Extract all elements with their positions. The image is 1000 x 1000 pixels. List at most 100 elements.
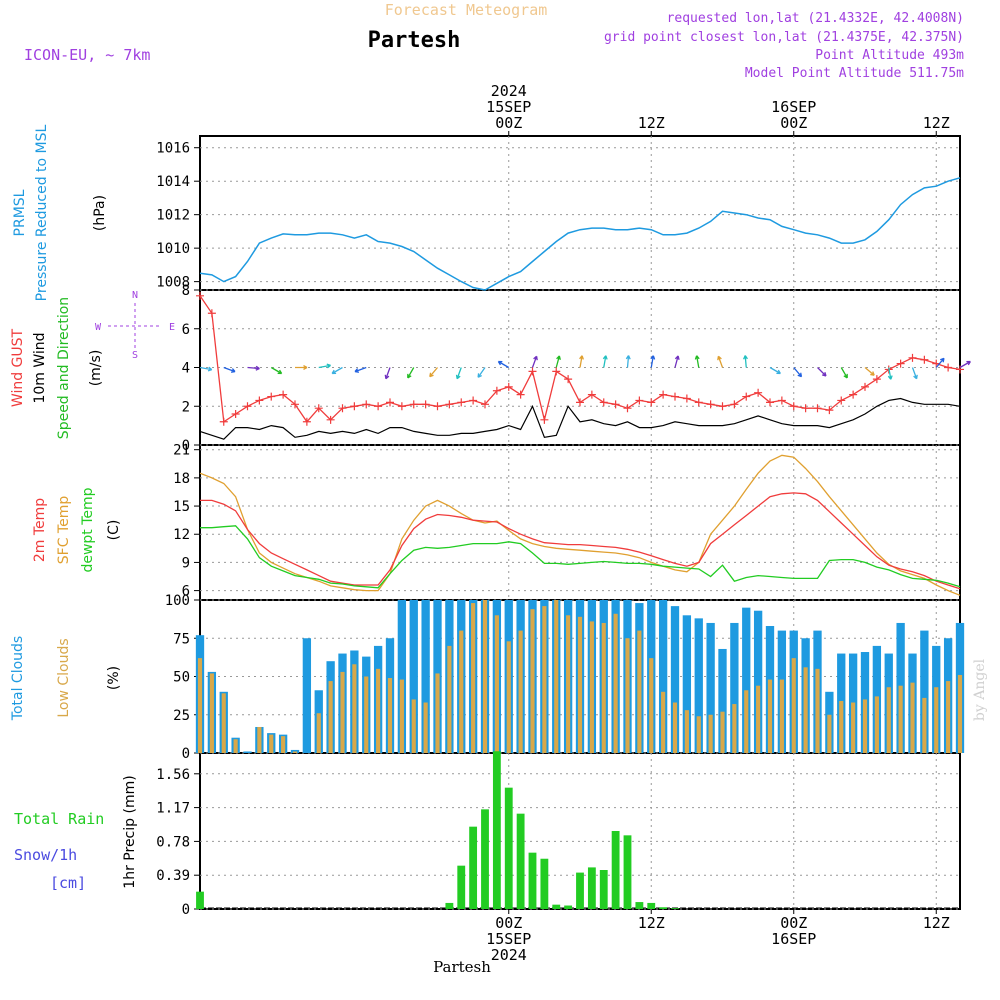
wind-gust-point bbox=[671, 392, 679, 401]
low-cloud-bar bbox=[257, 726, 262, 753]
wind-gust-point bbox=[528, 367, 537, 376]
top-time-label: 12Z bbox=[923, 114, 950, 132]
precip-unit-label: 1hr Precip (mm) bbox=[122, 775, 138, 888]
wind-gust-point bbox=[421, 400, 430, 409]
low-cloud-bar bbox=[328, 681, 333, 753]
low-cloud-bar bbox=[803, 667, 808, 753]
wind-gust-label: Wind GUST bbox=[10, 328, 26, 407]
requested-coordinates: requested lon,lat (21.4332E, 42.4008N) bbox=[667, 11, 964, 26]
compass-rose: N S W E bbox=[95, 290, 175, 361]
wind-gust-point bbox=[362, 400, 371, 409]
pressure-msl-label: Pressure Reduced to MSL bbox=[34, 124, 50, 301]
top-time-label: 00Z bbox=[495, 114, 522, 132]
low-cloud-bar bbox=[672, 702, 678, 753]
bottom-time-label: 12Z bbox=[923, 914, 950, 932]
low-cloud-bar bbox=[898, 685, 903, 753]
wind-gust-point bbox=[611, 400, 620, 409]
precip-ytick-label: 1.56 bbox=[156, 767, 190, 783]
wind-gust-point bbox=[837, 396, 846, 405]
wind-gust-point bbox=[397, 402, 406, 411]
prmsl-label: PRMSL bbox=[12, 189, 28, 236]
wind-ytick-label: 8 bbox=[182, 283, 190, 299]
rain-bar bbox=[623, 835, 632, 909]
wind-direction-arrow bbox=[717, 355, 724, 368]
low-cloud-bar bbox=[922, 697, 927, 753]
compass-w: W bbox=[95, 322, 102, 333]
low-cloud-bar bbox=[696, 716, 701, 753]
temp-2m-label: 2m Temp bbox=[32, 498, 48, 562]
low-cloud-bar bbox=[566, 615, 571, 753]
wind-gust-point bbox=[813, 404, 822, 413]
bottom-time-label: 16SEP bbox=[771, 930, 816, 948]
pressure-series bbox=[199, 177, 961, 291]
pressure-panel bbox=[199, 135, 961, 291]
bottom-time-label: 00Z bbox=[780, 914, 807, 932]
low-cloud-bar bbox=[684, 710, 689, 753]
wind-direction-arrow bbox=[247, 365, 260, 371]
wind-gust-point bbox=[492, 386, 501, 395]
top-time-label: 2024 bbox=[491, 82, 527, 100]
rain-bar bbox=[635, 902, 644, 909]
temp-ytick-label: 6 bbox=[182, 584, 190, 600]
temp-unit-label: (C) bbox=[106, 520, 122, 541]
wind-gust-point bbox=[196, 291, 204, 300]
wind-gust-point bbox=[766, 398, 774, 407]
bottom-time-label: 2024 bbox=[491, 946, 527, 964]
sfc-temp-line bbox=[199, 454, 961, 596]
pressure-ytick-label: 1008 bbox=[156, 275, 190, 291]
bottom-time-label: 12Z bbox=[638, 914, 665, 932]
low-cloud-bar bbox=[482, 600, 488, 753]
wind-gust-point bbox=[457, 398, 466, 407]
low-cloud-bar bbox=[946, 681, 951, 753]
top-time-label: 12Z bbox=[638, 114, 665, 132]
wind-gust-point bbox=[908, 353, 917, 362]
wind-gust-point bbox=[314, 404, 323, 413]
low-cloud-bar bbox=[459, 630, 464, 753]
low-cloud-bar bbox=[447, 645, 452, 753]
rain-bar bbox=[196, 891, 204, 909]
wind-gust-point bbox=[552, 367, 561, 376]
wind-gust-point bbox=[409, 400, 418, 409]
low-cloud-bar bbox=[910, 682, 915, 753]
rain-bar bbox=[504, 787, 513, 909]
snow-label: Snow/1h bbox=[14, 846, 77, 864]
wind-gust-point bbox=[754, 388, 763, 397]
grid-lines bbox=[194, 136, 960, 910]
total-clouds-label: Total Clouds bbox=[10, 636, 26, 721]
wind-gust-point bbox=[516, 390, 525, 399]
wind-gust-point bbox=[872, 375, 881, 384]
total-cloud-bar bbox=[421, 600, 430, 753]
clouds-ytick-label: 25 bbox=[173, 708, 190, 724]
wind-direction-arrow bbox=[911, 367, 918, 380]
precip-bars bbox=[196, 751, 960, 909]
low-cloud-bar bbox=[827, 714, 832, 753]
compass-s: S bbox=[132, 350, 138, 361]
wind-gust-point bbox=[956, 365, 964, 374]
low-cloud-bar bbox=[411, 699, 416, 753]
low-cloud-bar bbox=[542, 606, 547, 753]
wind-direction-arrow bbox=[555, 355, 561, 368]
wind-gust-point bbox=[682, 394, 691, 403]
low-cloud-bar bbox=[269, 734, 274, 753]
low-cloud-bar bbox=[851, 702, 856, 753]
low-cloud-bar bbox=[720, 711, 725, 753]
wind-gust-point bbox=[338, 404, 347, 413]
temperature-series bbox=[199, 454, 961, 596]
wind-gust-point bbox=[896, 359, 905, 368]
low-cloud-bar bbox=[601, 622, 606, 753]
wind-gust-point bbox=[504, 382, 513, 391]
wind-gust-point bbox=[730, 400, 739, 409]
temp-ytick-label: 12 bbox=[173, 527, 190, 543]
credit-watermark: by Angel bbox=[972, 658, 988, 721]
low-cloud-bar bbox=[874, 696, 879, 753]
wind-direction-arrow bbox=[887, 367, 893, 380]
clouds-unit-label: (%) bbox=[106, 666, 122, 690]
top-time-label: 16SEP bbox=[771, 98, 816, 116]
wind-gust-point bbox=[386, 398, 394, 407]
snow-unit-label: [cm] bbox=[50, 874, 86, 892]
low-cloud-bar bbox=[364, 676, 369, 753]
total-cloud-bar bbox=[243, 751, 252, 753]
total-cloud-bar bbox=[397, 600, 407, 753]
low-cloud-bar bbox=[387, 678, 393, 753]
